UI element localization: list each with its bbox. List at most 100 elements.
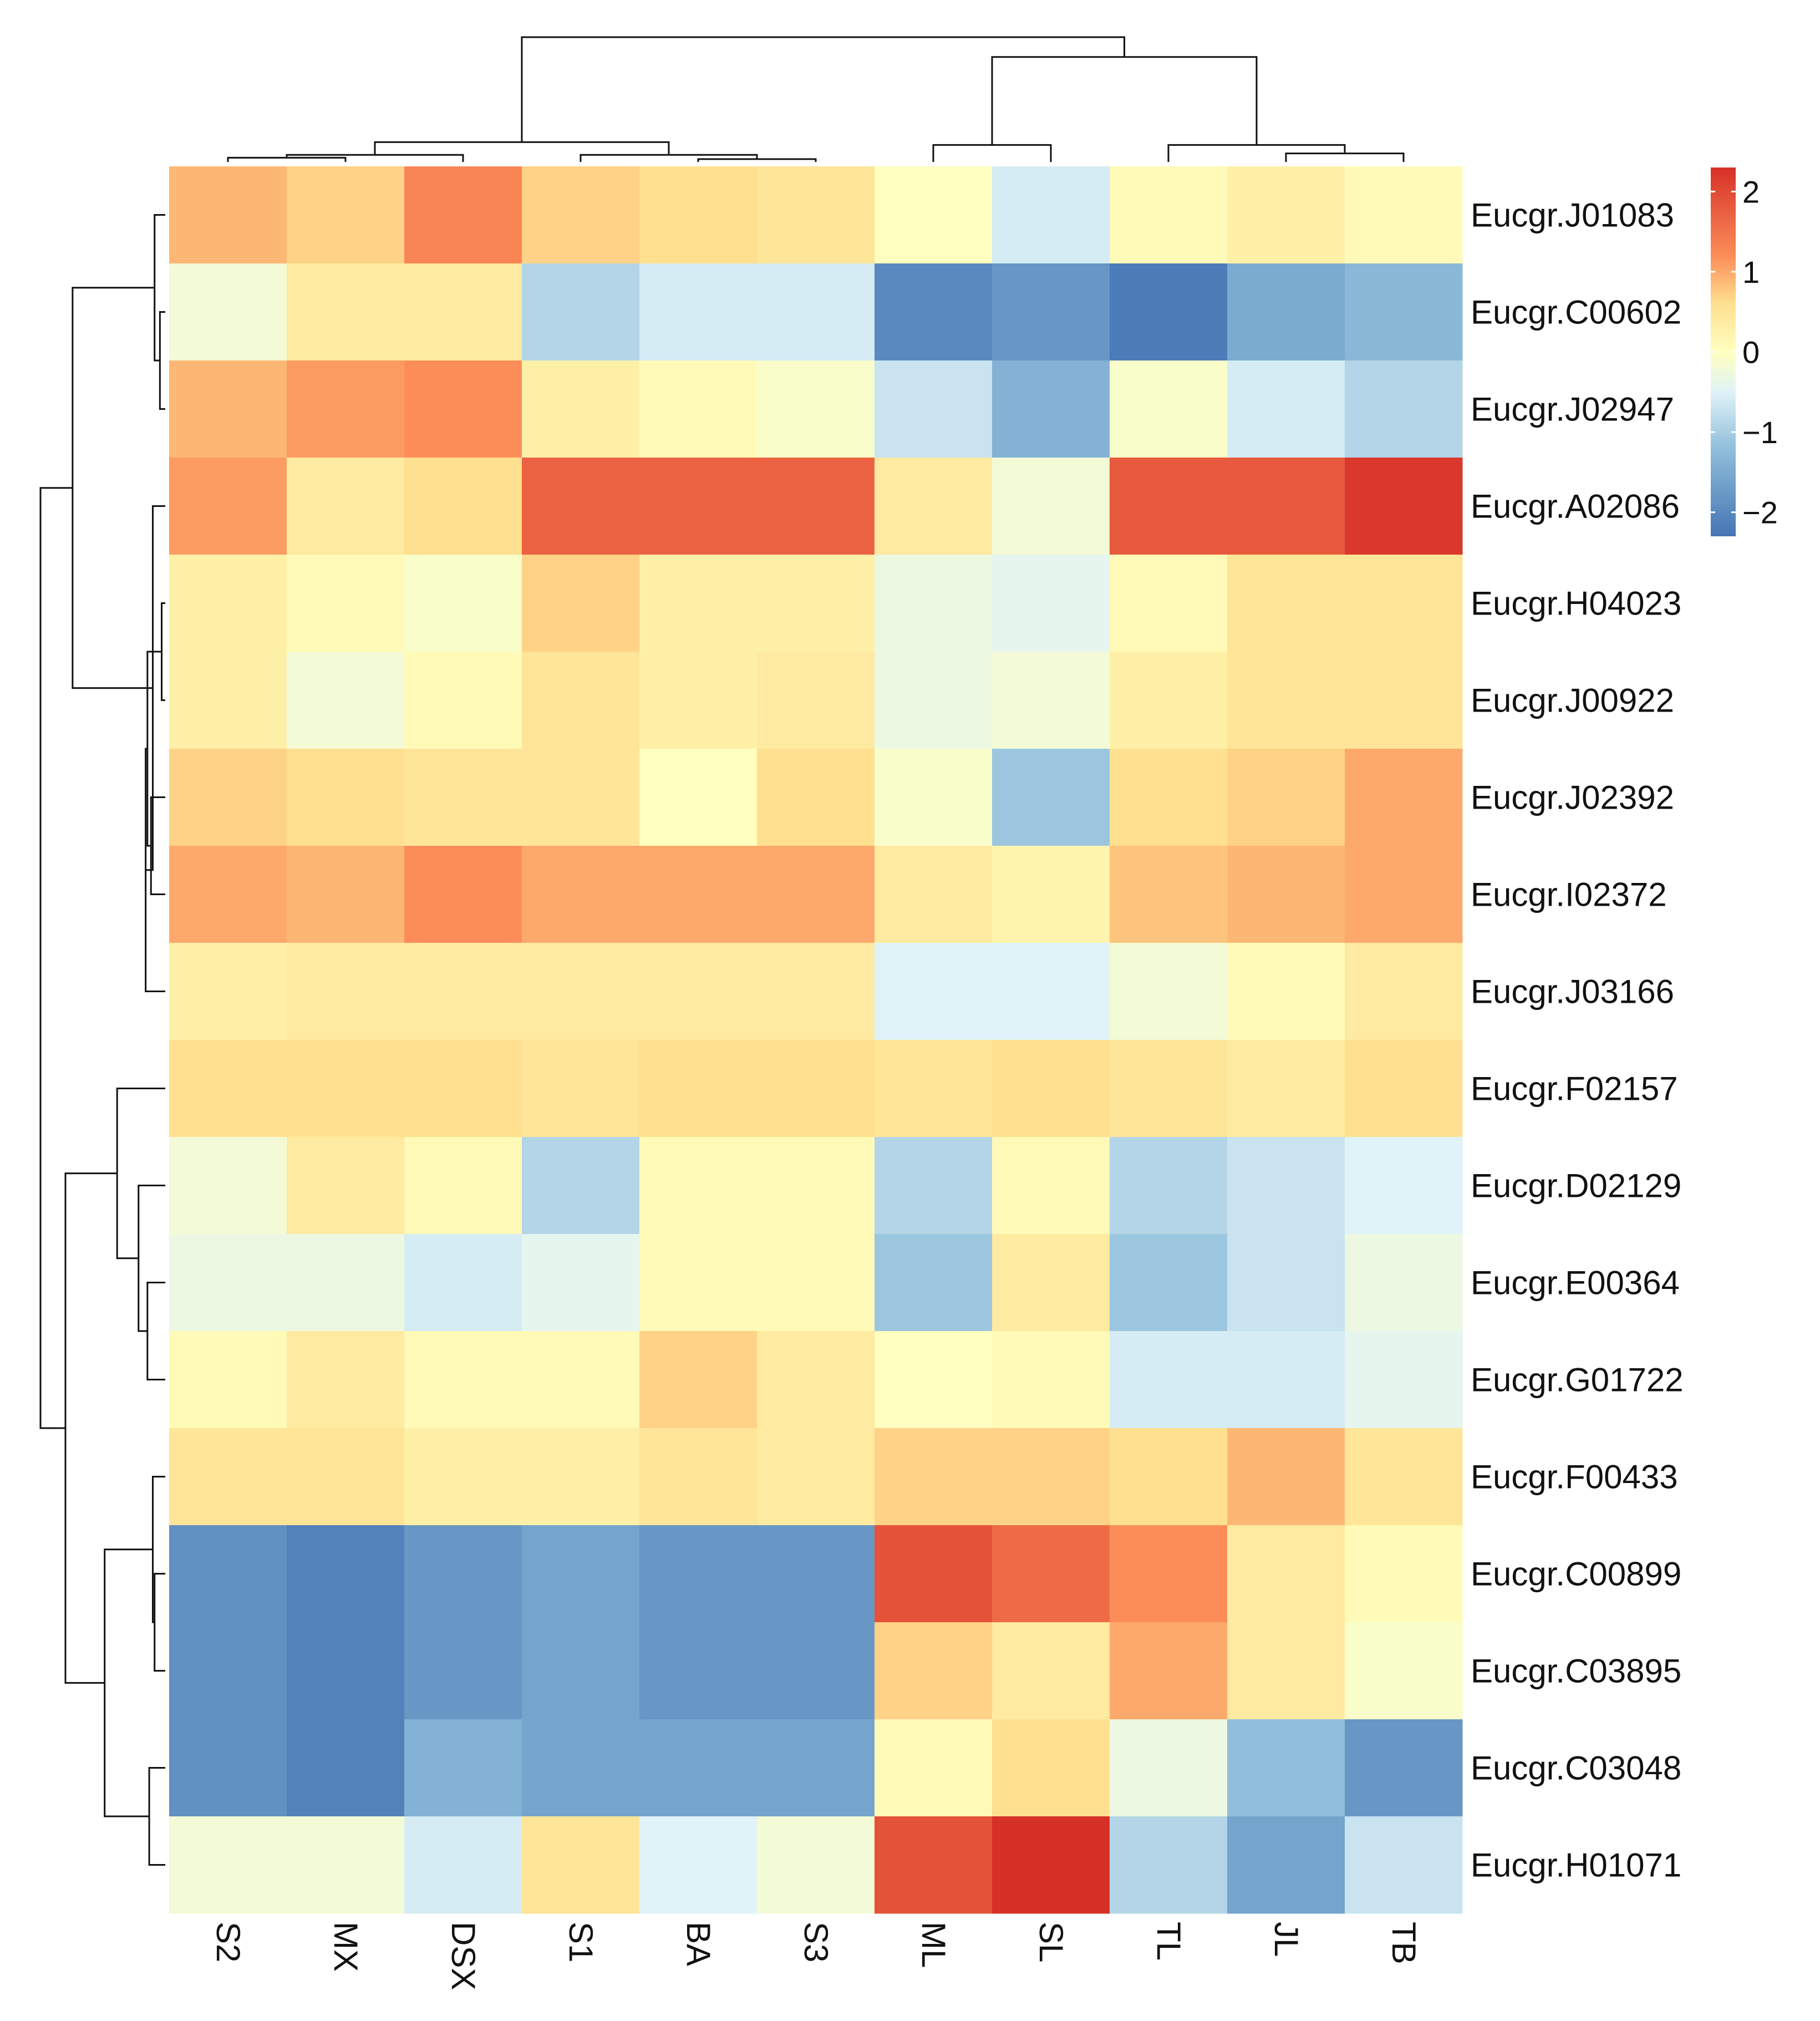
heatmap-cell [169,1234,287,1332]
heatmap-cell [1227,1719,1345,1817]
legend-tick-label: 1 [1742,255,1760,290]
heatmap-cell [992,1525,1110,1623]
row-dendrogram-link [104,1548,153,1817]
heatmap-cell [1227,166,1345,264]
heatmap-cell [992,1040,1110,1138]
legend-tick-label: 0 [1742,335,1760,370]
column-dendrogram-link [991,56,1258,145]
heatmap-cell [1345,360,1463,458]
column-label: S1 [562,1922,599,1962]
heatmap-cell [639,458,758,555]
row-label: Eucgr.J03166 [1471,973,1674,1010]
heatmap-cell [287,1719,405,1817]
heatmap-cell [169,652,287,749]
column-label: JL [1268,1922,1305,1957]
heatmap-cell [522,652,640,749]
heatmap-cells [169,166,1463,1914]
row-dendrogram-link [64,1172,118,1684]
heatmap-cell [1227,1622,1345,1720]
heatmap-cell [522,360,640,458]
column-label: S2 [210,1922,247,1962]
heatmap-cell [1227,1234,1345,1332]
heatmap-cell [875,846,993,943]
heatmap-cell [992,652,1110,749]
heatmap-cell [1110,1331,1228,1429]
heatmap-cell [169,555,287,652]
heatmap-cell [757,263,875,361]
row-dendrogram [39,214,165,1866]
heatmap-cell [1110,652,1228,749]
column-dendrogram-link [697,158,817,162]
heatmap-cell [639,1719,758,1817]
heatmap-cell [169,1428,287,1526]
heatmap-cell [639,166,758,264]
column-dendrogram-link [227,156,347,162]
heatmap-cell [1227,458,1345,555]
heatmap-cell [1110,846,1228,943]
row-label: Eucgr.C00602 [1471,294,1681,331]
heatmap-cell [169,1622,287,1720]
heatmap-cell [875,1428,993,1526]
heatmap-cell [1345,1040,1463,1138]
heatmap-cell [169,846,287,943]
row-label: Eucgr.C03048 [1471,1750,1681,1787]
heatmap-cell [875,166,993,264]
heatmap-cell [1110,360,1228,458]
heatmap-cell [1110,1137,1228,1235]
heatmap-cell [875,1525,993,1623]
heatmap-cell [522,1719,640,1817]
heatmap-cell [522,263,640,361]
heatmap-cell [404,1428,522,1526]
heatmap-cell [287,1428,405,1526]
heatmap-cell [287,360,405,458]
heatmap-cell [875,1816,993,1914]
heatmap-cell [1110,1719,1228,1817]
heatmap-cell [169,166,287,264]
heatmap-cell [1227,846,1345,943]
heatmap-cell [169,749,287,846]
legend-tick-label: −2 [1742,495,1778,530]
row-label: Eucgr.D02129 [1471,1167,1681,1205]
heatmap-cell [169,1719,287,1817]
heatmap-cell [522,166,640,264]
heatmap-cell [1345,263,1463,361]
heatmap-cell [992,166,1110,264]
heatmap-cell [1345,1137,1463,1235]
heatmap-cell [1110,166,1228,264]
row-label: Eucgr.J01083 [1471,197,1674,234]
column-dendrogram-link [579,154,758,162]
color-legend: 2 1 0 −1 −2 [1711,167,1778,536]
heatmap-cell [875,749,993,846]
heatmap-cell [757,846,875,943]
heatmap-cell [875,1622,993,1720]
heatmap-cell [875,1331,993,1429]
heatmap-cell [287,1137,405,1235]
heatmap-cell [287,166,405,264]
heatmap-cell [404,1331,522,1429]
row-label: Eucgr.J02947 [1471,391,1674,428]
heatmap-cell [1345,1525,1463,1623]
column-label: SL [1033,1922,1070,1962]
heatmap-cell [992,749,1110,846]
heatmap-cell [169,360,287,458]
row-labels: Eucgr.J01083 Eucgr.C00602 Eucgr.J02947 Eucg… [1471,197,1684,1884]
row-dendrogram-link [116,1088,165,1260]
heatmap-cell [404,263,522,361]
legend-tick-label: −1 [1742,415,1778,450]
heatmap-cell [404,458,522,555]
row-label: Eucgr.H01071 [1471,1847,1681,1884]
heatmap-cell [287,652,405,749]
heatmap-cell [522,1622,640,1720]
heatmap-cell [404,1622,522,1720]
heatmap-cell [639,1816,758,1914]
heatmap-cell [287,846,405,943]
heatmap-cell [639,1622,758,1720]
heatmap-cell [757,1234,875,1332]
heatmap-cell [757,1622,875,1720]
heatmap-cell [404,846,522,943]
heatmap-cell [875,1137,993,1235]
heatmap-cell [1110,1816,1228,1914]
heatmap-cell [1227,555,1345,652]
heatmap-cell [1345,943,1463,1040]
column-dendrogram-link [521,36,1125,143]
